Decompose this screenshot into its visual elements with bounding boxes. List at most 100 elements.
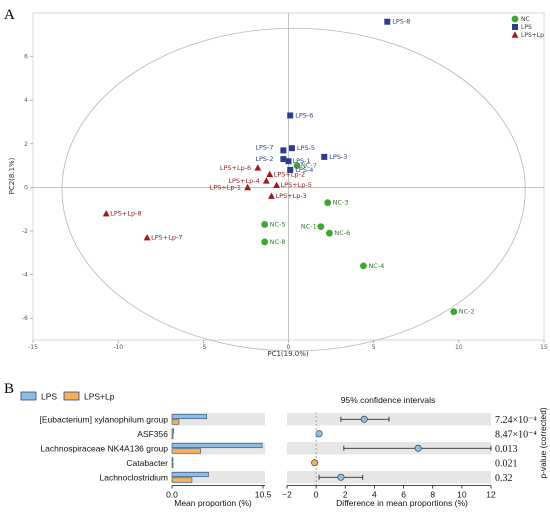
pca-point-label: NC-2	[459, 308, 475, 316]
pca-point	[450, 308, 458, 316]
bar-lpslp	[171, 462, 174, 469]
ci-x-tick-label: 2	[343, 490, 348, 500]
bar-lpslp	[171, 477, 193, 483]
ci-x-tick-label: 10	[457, 490, 467, 500]
pca-point-label: LPS-7	[255, 143, 273, 151]
pca-x-tick-label: -15	[28, 344, 38, 351]
pca-point-label: LPS+Lp-2	[274, 170, 305, 178]
ci-x-tick-label: 12	[486, 490, 496, 500]
pca-point-label: LPS-8	[392, 18, 410, 26]
bar-lps	[171, 413, 207, 420]
bar-lps	[171, 471, 209, 478]
ci-point	[337, 473, 345, 481]
pvalue-label: 0.013	[495, 444, 518, 455]
ci-x-tick-label: 0	[314, 490, 319, 500]
bar-lps	[171, 428, 175, 434]
pca-point	[285, 158, 292, 165]
pca-point	[262, 177, 270, 184]
pca-point	[384, 18, 391, 25]
bar-lpslp	[171, 448, 201, 454]
pca-point-label: NC-7	[301, 162, 317, 170]
bar-lps	[171, 442, 263, 449]
pca-point	[293, 162, 301, 170]
pca-point-label: LPS-5	[297, 144, 315, 152]
pca-point-label: LPS+Lp-5	[281, 181, 312, 189]
pca-point-label: LPS-6	[295, 111, 313, 119]
pca-point-label: LPS+Lp-8	[110, 210, 141, 218]
pca-point	[280, 147, 287, 154]
pca-point	[102, 209, 110, 217]
panel-a-letter: A	[4, 7, 15, 23]
pvalue-label: 0.32	[495, 473, 513, 484]
pca-point	[324, 199, 332, 207]
pca-point-label: NC-5	[270, 220, 286, 228]
pca-confidence-ellipse	[61, 27, 526, 352]
bar-lps	[171, 457, 174, 463]
pca-y-tick-label: 2	[24, 141, 28, 148]
legend-swatch-lps_bar	[20, 391, 37, 401]
pca-point-label: LPS+Lp-7	[151, 234, 182, 242]
pca-point	[266, 170, 274, 178]
pca-y-tick-label: -2	[22, 228, 28, 235]
pca-point	[268, 192, 275, 199]
pca-point	[273, 181, 280, 189]
ci-point	[414, 444, 422, 452]
ci-x-tick-label: 6	[401, 490, 406, 500]
pca-point-label: LPS+Lp-4	[228, 177, 259, 185]
pca-point-label: LPS-3	[329, 153, 347, 161]
panel-b-letter: B	[4, 381, 14, 397]
category-label: Lachnoclostridium	[99, 472, 168, 482]
pca-x-tick-label: 15	[540, 344, 548, 351]
ci-x-tick-label: 8	[430, 490, 435, 500]
pca-y-tick-label: -4	[22, 272, 28, 279]
bar-x-tick-label: 10.5	[255, 490, 272, 500]
category-label: [Eubacterium] xylanophilum group	[39, 414, 168, 424]
pca-point	[287, 112, 294, 119]
pca-point	[325, 229, 333, 237]
pca-point	[254, 164, 262, 171]
pca-point	[143, 233, 151, 241]
ci-point	[360, 415, 368, 423]
legend-nc-label: NC	[521, 16, 530, 23]
pca-x-tick-label: -10	[113, 344, 123, 351]
pca-point-label: LPS-1	[293, 157, 311, 165]
legend-lps-marker	[512, 24, 518, 30]
pca-point	[321, 153, 328, 160]
pca-point-label: LPS+Lp-1	[210, 183, 241, 191]
legend-lps-label: LPS	[521, 24, 532, 31]
pca-x-tick-label: 0	[287, 344, 291, 351]
pca-point-label: LPS+Lp-6	[220, 164, 251, 172]
pca-x-tick-label: -5	[200, 344, 206, 351]
pvalue-axis-label: p-value (corrected)	[538, 407, 548, 479]
pca-point-label: NC-8	[270, 238, 286, 246]
pca-point	[317, 223, 325, 231]
pca-point	[287, 166, 294, 173]
pca-point	[261, 238, 269, 246]
pca-point-label: NC-3	[333, 199, 349, 207]
legend-lpslp-marker	[511, 31, 519, 38]
category-label: ASF356	[137, 429, 168, 439]
legend-lpslp-label: LPS+Lp	[521, 32, 544, 39]
ci-point	[311, 459, 319, 467]
pca-point	[261, 221, 269, 228]
ci-row-band	[287, 471, 491, 484]
bar-x-tick-label: 0.0	[166, 490, 178, 500]
ci-x-tick-label: −2	[282, 490, 292, 500]
pca-point-label: NC-4	[368, 262, 384, 270]
pca-point-label: NC-1	[301, 223, 317, 231]
pca-y-tick-label: 0	[24, 184, 28, 191]
pca-point	[244, 183, 252, 191]
pca-x-axis-label: PC1(19.0%)	[267, 350, 309, 358]
ci-title: 95% confidence intervals	[341, 395, 436, 405]
ci-plot: 7.24×10⁻⁴ 8.47×10⁻⁴ 0.013 0.021 0.32 −2 0 2 4 6 8 1…	[282, 412, 537, 500]
category-label: Catabacter	[126, 458, 168, 468]
ext-bar-legend: LPS LPS+Lp	[20, 391, 115, 402]
category-label: Lachnospiraceae NK4A136 group	[40, 443, 168, 453]
pca-point-label: NC-6	[334, 229, 350, 237]
pca-point	[280, 156, 287, 163]
pca-point-label: LPS+Lp-3	[275, 192, 306, 200]
pca-x-tick-label: 10	[455, 344, 463, 351]
legend-label-lpslp_bar: LPS+Lp	[84, 392, 115, 402]
